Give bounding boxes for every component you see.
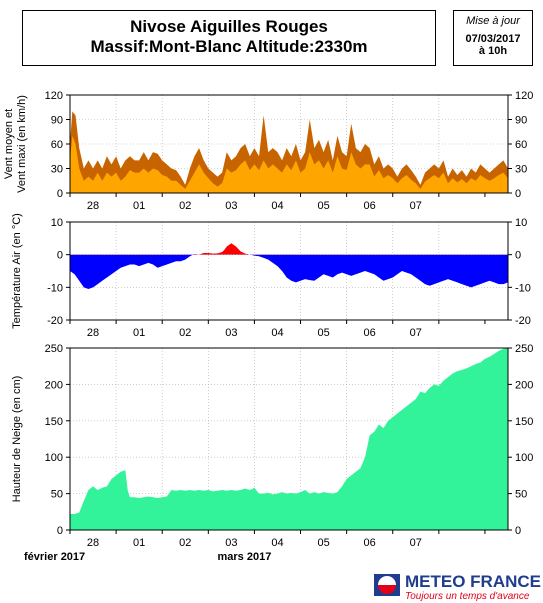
wind-max-area [70, 111, 508, 193]
month-label: février 2017 [24, 551, 85, 563]
x-tick-label: 02 [179, 200, 191, 212]
y-tick-label-left: 60 [51, 139, 63, 151]
snow-depth-area [70, 348, 508, 530]
update-box: Mise à jour 07/03/2017 à 10h [453, 10, 533, 66]
panel-wind: 0 0 30 30 60 60 90 90 120 120 28 01 02 03 04 05 06 07 Vent… [3, 90, 533, 212]
x-tick-label: 28 [87, 200, 99, 212]
x-tick-label: 28 [87, 537, 99, 549]
x-tick-label: 06 [364, 200, 376, 212]
x-tick-label: 06 [364, 537, 376, 549]
y-tick-label-right: -10 [515, 282, 531, 294]
update-date: 07/03/2017 [465, 33, 521, 45]
y-tick-label-left: 250 [45, 343, 63, 355]
y-tick-label-right: -20 [515, 315, 531, 327]
logo-brand: METEO FRANCE [405, 572, 541, 591]
panel-frame [69, 221, 509, 321]
x-tick-label: 02 [179, 327, 191, 339]
y-tick-label-left: 90 [51, 115, 63, 127]
y-tick-label-right: 60 [515, 139, 527, 151]
x-tick-label: 02 [179, 537, 191, 549]
y-axis-label-line: Température Air (en °C) [11, 213, 23, 329]
y-tick-label-left: 50 [51, 489, 63, 501]
y-tick-label-left: 10 [51, 217, 63, 229]
x-tick-label: 05 [317, 200, 329, 212]
x-tick-label: 07 [410, 537, 422, 549]
y-tick-label-left: 150 [45, 416, 63, 428]
chart-title-massif: Massif:Mont-Blanc Altitude:2330m [90, 37, 368, 56]
x-tick-label: 01 [133, 200, 145, 212]
y-tick-label-left: 0 [57, 525, 63, 537]
y-tick-label-left: -10 [47, 282, 63, 294]
x-tick-label: 01 [133, 327, 145, 339]
y-tick-label-left: 0 [57, 250, 63, 262]
x-tick-label: 04 [271, 537, 283, 549]
y-tick-label-right: 0 [515, 525, 521, 537]
x-tick-label: 07 [410, 200, 422, 212]
x-tick-label: 01 [133, 537, 145, 549]
y-tick-label-left: 200 [45, 379, 63, 391]
temperature-negative-area [70, 254, 508, 289]
x-tick-label: 05 [317, 327, 329, 339]
y-tick-label-left: 100 [45, 452, 63, 464]
wind-mean-area [70, 135, 508, 193]
y-tick-label-right: 100 [515, 452, 533, 464]
y-axis-label-line: Vent maxi (en km/h) [16, 95, 28, 193]
y-tick-label-right: 150 [515, 416, 533, 428]
x-tick-label: 28 [87, 327, 99, 339]
y-axis-label-line: Vent moyen et [3, 109, 15, 179]
chart-title-station: Nivose Aiguilles Rouges [130, 17, 328, 36]
y-tick-label-right: 90 [515, 115, 527, 127]
y-tick-label-right: 120 [515, 90, 533, 102]
y-tick-label-left: 30 [51, 164, 63, 176]
x-tick-label: 06 [364, 327, 376, 339]
update-label: Mise à jour [466, 15, 520, 27]
x-tick-label: 04 [271, 200, 283, 212]
panel-temp: -20 -20 -10 -10 0 0 10 10 28 01 02 03 04 05 06 07 Tempér… [11, 213, 531, 339]
y-tick-label-right: 200 [515, 379, 533, 391]
x-tick-label: 03 [225, 327, 237, 339]
meteo-france-logo: METEO FRANCE Toujours un temps d'avance [374, 572, 541, 603]
y-tick-label-right: 250 [515, 343, 533, 355]
logo-slogan: Toujours un temps d'avance [405, 591, 530, 602]
chart-title-box: Nivose Aiguilles Rouges Massif:Mont-Blan… [22, 10, 436, 66]
y-axis-label: Hauteur de Neige (en cm) [11, 376, 23, 503]
y-tick-label-left: 0 [57, 188, 63, 200]
temperature-positive-area [193, 243, 250, 255]
y-axis-label: Vent moyen et Vent maxi (en km/h) [3, 95, 28, 193]
x-tick-label: 03 [225, 200, 237, 212]
update-time: à 10h [478, 45, 508, 57]
y-axis-label-line: Hauteur de Neige (en cm) [11, 376, 23, 503]
y-tick-label-right: 0 [515, 188, 521, 200]
x-tick-label: 04 [271, 327, 283, 339]
y-tick-label-left: -20 [47, 315, 63, 327]
x-tick-label: 05 [317, 537, 329, 549]
y-tick-label-right: 30 [515, 164, 527, 176]
y-tick-label-left: 120 [45, 90, 63, 102]
x-tick-label: 03 [225, 537, 237, 549]
y-axis-label: Température Air (en °C) [11, 213, 23, 329]
month-label: mars 2017 [218, 551, 272, 563]
x-tick-label: 07 [410, 327, 422, 339]
y-tick-label-right: 50 [515, 489, 527, 501]
meteo-france-logo-icon [374, 574, 400, 596]
y-tick-label-right: 0 [515, 250, 521, 262]
panel-frame [69, 347, 509, 531]
y-tick-label-right: 10 [515, 217, 527, 229]
